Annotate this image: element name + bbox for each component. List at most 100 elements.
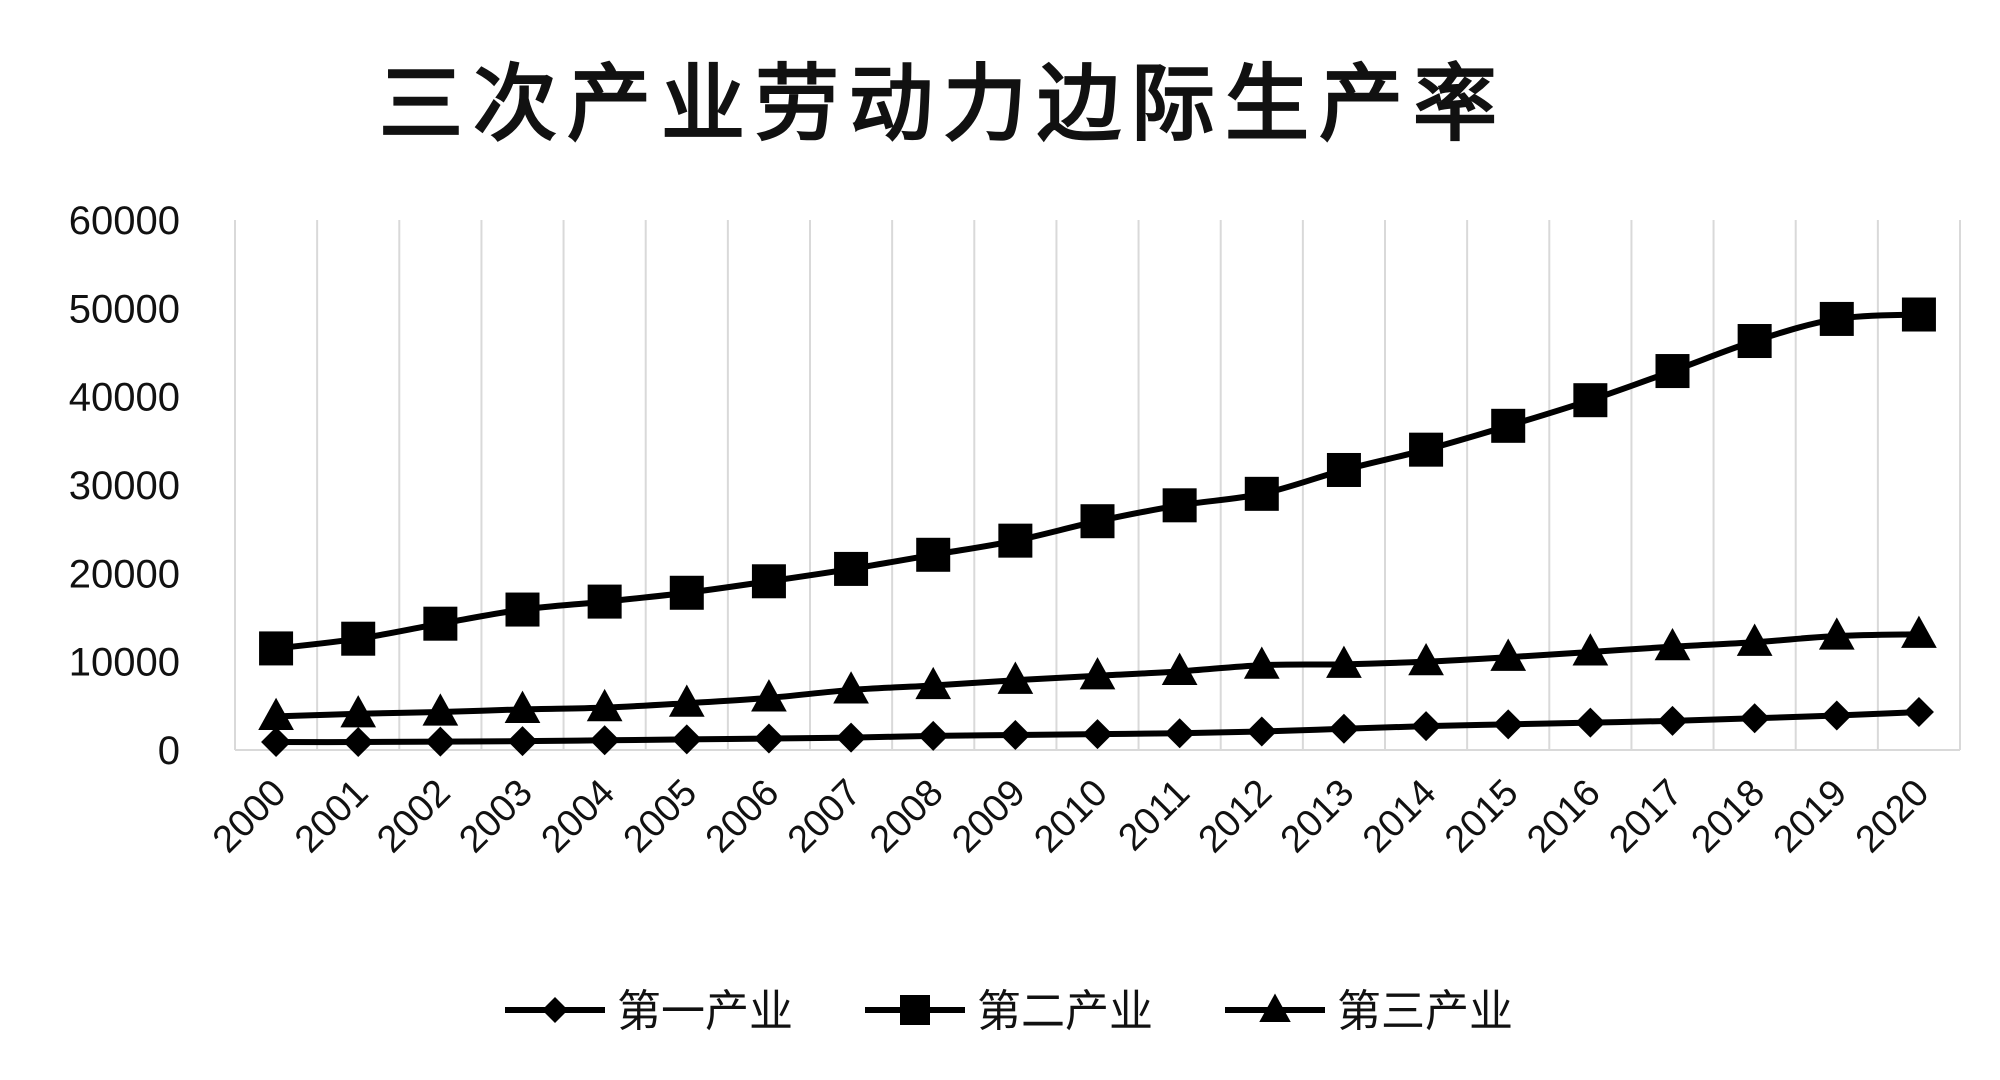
data-point-triangle — [586, 688, 623, 722]
y-tick-label: 10000 — [69, 641, 180, 685]
x-tick-label: 2003 — [451, 772, 540, 861]
data-point-diamond — [1821, 700, 1852, 731]
legend-label: 第三产业 — [1337, 986, 1513, 1037]
legend-marker-diamond — [542, 997, 568, 1023]
data-point-square — [1162, 488, 1197, 523]
data-point-square — [998, 523, 1033, 558]
legend: 第一产业 第二产业 第三产业 — [505, 986, 1513, 1037]
x-tick-label: 2011 — [1111, 772, 1198, 859]
data-point-diamond — [671, 724, 702, 755]
data-point-triangle — [1161, 652, 1198, 685]
data-point-triangle — [1654, 627, 1691, 661]
legend-label: 第二产业 — [977, 986, 1153, 1037]
x-tick-label: 2000 — [205, 772, 294, 861]
legend-item-1: 第一产业 — [505, 986, 793, 1037]
data-point-diamond — [1657, 705, 1688, 736]
series-3 — [258, 615, 1937, 731]
data-point-square — [916, 537, 951, 572]
y-tick-label: 60000 — [69, 199, 180, 243]
data-point-square — [341, 621, 376, 656]
data-point-triangle — [1490, 638, 1527, 671]
data-point-triangle — [1818, 617, 1855, 650]
data-point-square — [1080, 504, 1115, 539]
data-point-diamond — [753, 723, 784, 754]
data-point-square — [259, 631, 294, 666]
y-tick-label: 30000 — [69, 464, 180, 508]
data-point-triangle — [422, 693, 459, 726]
data-point-square — [834, 551, 869, 586]
data-point-diamond — [1246, 716, 1277, 747]
data-point-square — [423, 606, 458, 641]
data-point-diamond — [1493, 709, 1524, 740]
data-point-diamond — [1164, 718, 1195, 749]
data-point-triangle — [668, 684, 705, 717]
data-point-square — [505, 592, 540, 627]
x-tick-label: 2016 — [1519, 772, 1608, 861]
data-point-square — [587, 584, 622, 619]
data-point-triangle — [504, 690, 541, 723]
chart-title: 三次产业劳动力边际生产率 — [379, 55, 1507, 153]
data-point-square — [1244, 476, 1279, 511]
data-point-diamond — [1903, 697, 1934, 728]
data-point-diamond — [1000, 719, 1031, 750]
series-2 — [259, 297, 1936, 666]
data-point-square — [1573, 383, 1608, 418]
data-point-triangle — [258, 697, 294, 731]
x-tick-label: 2020 — [1848, 772, 1937, 861]
data-point-square — [1409, 432, 1444, 467]
data-point-square — [1901, 297, 1936, 332]
data-point-diamond — [918, 720, 949, 751]
x-tick-label: 2010 — [1026, 772, 1115, 861]
data-point-diamond — [425, 726, 456, 757]
data-point-triangle — [1572, 633, 1609, 666]
data-point-triangle — [1736, 623, 1773, 656]
data-point-diamond — [1328, 713, 1359, 744]
x-tick-label: 2007 — [780, 772, 869, 861]
legend-item-2: 第二产业 — [865, 986, 1153, 1037]
data-point-square — [751, 564, 786, 599]
series-1 — [261, 697, 1934, 758]
x-tick-label: 2001 — [287, 772, 376, 861]
x-tick-label: 2015 — [1437, 772, 1526, 861]
data-point-triangle — [1243, 646, 1280, 679]
x-tick-label: 2006 — [698, 772, 787, 861]
data-point-triangle — [1079, 657, 1116, 690]
x-tick-label: 2005 — [616, 772, 705, 861]
data-point-square — [1737, 324, 1772, 359]
data-point-triangle — [1408, 642, 1444, 676]
x-tick-label: 2019 — [1766, 772, 1855, 861]
data-point-diamond — [1082, 719, 1113, 750]
data-point-triangle — [1901, 615, 1937, 648]
data-point-triangle — [833, 671, 869, 704]
data-point-diamond — [261, 727, 292, 758]
legend-item-3: 第三产业 — [1225, 986, 1513, 1037]
data-point-diamond — [507, 726, 538, 757]
data-point-diamond — [1739, 703, 1770, 734]
data-point-triangle — [915, 666, 952, 700]
data-point-square — [1326, 452, 1361, 487]
x-tick-label: 2004 — [534, 772, 623, 861]
data-point-diamond — [1575, 707, 1606, 738]
data-point-diamond — [343, 727, 374, 758]
y-tick-label: 0 — [158, 729, 180, 773]
data-point-square — [1655, 354, 1690, 389]
data-point-diamond — [589, 725, 620, 756]
x-tick-label: 2017 — [1601, 772, 1690, 861]
y-tick-label: 20000 — [69, 552, 180, 596]
data-point-diamond — [836, 722, 867, 753]
data-point-triangle — [997, 661, 1034, 694]
x-tick-label: 2008 — [862, 772, 951, 861]
data-point-diamond — [1411, 711, 1442, 742]
x-tick-label: 2012 — [1191, 772, 1280, 861]
y-tick-label: 40000 — [69, 376, 180, 420]
data-point-triangle — [1326, 645, 1362, 678]
x-tick-label: 2018 — [1684, 772, 1773, 861]
legend-label: 第一产业 — [617, 986, 793, 1037]
x-tick-label: 2002 — [369, 772, 458, 861]
data-point-square — [1819, 301, 1854, 336]
x-tick-label: 2014 — [1355, 772, 1444, 861]
x-tick-label: 2009 — [944, 772, 1033, 861]
data-point-triangle — [340, 695, 377, 728]
data-point-square — [669, 575, 704, 610]
